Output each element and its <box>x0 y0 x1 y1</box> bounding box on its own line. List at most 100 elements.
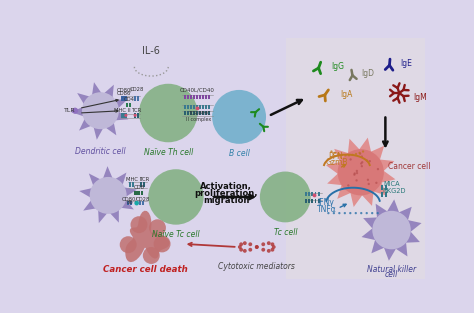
Bar <box>311 199 313 203</box>
Circle shape <box>212 90 266 144</box>
Text: CD28: CD28 <box>136 197 150 202</box>
Bar <box>187 95 189 99</box>
Bar <box>142 201 145 205</box>
Circle shape <box>376 212 379 214</box>
Text: TLR: TLR <box>64 108 75 113</box>
Circle shape <box>356 170 358 172</box>
Circle shape <box>261 248 265 252</box>
Circle shape <box>348 154 350 156</box>
Circle shape <box>361 161 364 163</box>
Bar <box>139 201 141 205</box>
Text: IgG: IgG <box>331 62 345 71</box>
Text: Tc cell: Tc cell <box>273 228 297 237</box>
Circle shape <box>367 183 370 185</box>
Circle shape <box>313 193 317 197</box>
Bar <box>190 111 191 115</box>
Text: Cancer cell: Cancer cell <box>388 162 430 171</box>
Bar <box>127 201 129 205</box>
Text: Naïve Th cell: Naïve Th cell <box>144 148 193 157</box>
Circle shape <box>341 154 343 156</box>
Circle shape <box>355 153 357 155</box>
Bar <box>381 192 383 197</box>
Circle shape <box>239 242 243 246</box>
Text: NKG2D: NKG2D <box>383 188 406 194</box>
Circle shape <box>377 168 379 170</box>
Text: CD4: CD4 <box>124 97 135 102</box>
Polygon shape <box>362 199 421 261</box>
Bar <box>196 95 198 99</box>
Circle shape <box>333 212 335 214</box>
Circle shape <box>248 242 252 246</box>
Circle shape <box>130 216 147 233</box>
Circle shape <box>327 212 329 214</box>
Circle shape <box>260 172 310 222</box>
Text: TCR/MHC
II complex: TCR/MHC II complex <box>186 111 212 122</box>
Circle shape <box>271 242 274 246</box>
Text: Dendritic cell: Dendritic cell <box>75 147 126 156</box>
Bar <box>208 95 210 99</box>
FancyBboxPatch shape <box>286 37 426 279</box>
Bar <box>137 191 140 195</box>
Bar <box>196 105 198 109</box>
Bar <box>315 192 317 196</box>
Circle shape <box>134 114 137 117</box>
Circle shape <box>362 150 364 153</box>
Circle shape <box>154 235 171 252</box>
Circle shape <box>372 211 411 249</box>
Text: CD86: CD86 <box>117 91 131 96</box>
Circle shape <box>356 179 358 182</box>
Bar <box>132 182 134 187</box>
Circle shape <box>337 149 384 195</box>
Circle shape <box>239 248 243 252</box>
Circle shape <box>120 236 137 253</box>
Text: Naïve Tc cell: Naïve Tc cell <box>152 230 200 239</box>
Circle shape <box>360 212 363 214</box>
Bar <box>381 185 383 190</box>
Bar <box>121 113 124 118</box>
Text: MICA: MICA <box>384 181 401 187</box>
Bar <box>140 191 143 195</box>
Circle shape <box>139 84 198 142</box>
Bar <box>137 113 139 118</box>
Circle shape <box>330 150 333 153</box>
Circle shape <box>72 108 78 114</box>
Bar <box>205 105 207 109</box>
Bar <box>143 182 145 187</box>
Bar <box>311 192 313 196</box>
Bar <box>137 96 139 101</box>
Circle shape <box>149 219 166 236</box>
Text: IFNγ: IFNγ <box>317 198 334 208</box>
Text: MHC I: MHC I <box>126 177 141 182</box>
Circle shape <box>375 182 377 184</box>
Bar <box>199 111 201 115</box>
Circle shape <box>349 212 351 214</box>
Circle shape <box>349 158 352 161</box>
Circle shape <box>344 212 346 214</box>
Bar <box>134 191 137 195</box>
Bar <box>208 105 210 109</box>
Polygon shape <box>125 211 170 262</box>
Circle shape <box>347 184 349 187</box>
Circle shape <box>366 159 368 162</box>
Circle shape <box>143 247 160 264</box>
Text: IgD: IgD <box>362 69 374 78</box>
Bar <box>305 192 307 196</box>
Bar <box>205 95 207 99</box>
Bar <box>129 103 131 107</box>
Circle shape <box>367 179 369 181</box>
Text: proliferation,: proliferation, <box>194 189 258 198</box>
Polygon shape <box>71 82 128 140</box>
Bar <box>318 192 319 196</box>
Circle shape <box>248 248 252 252</box>
FancyBboxPatch shape <box>59 36 427 280</box>
Circle shape <box>90 177 127 214</box>
Circle shape <box>359 152 361 155</box>
Bar <box>134 113 136 118</box>
Bar <box>190 95 191 99</box>
Circle shape <box>196 106 200 110</box>
Text: CD80/: CD80/ <box>122 196 138 201</box>
Circle shape <box>134 201 139 205</box>
Text: Activation,: Activation, <box>200 182 252 191</box>
Circle shape <box>351 154 354 156</box>
Bar <box>315 199 317 203</box>
